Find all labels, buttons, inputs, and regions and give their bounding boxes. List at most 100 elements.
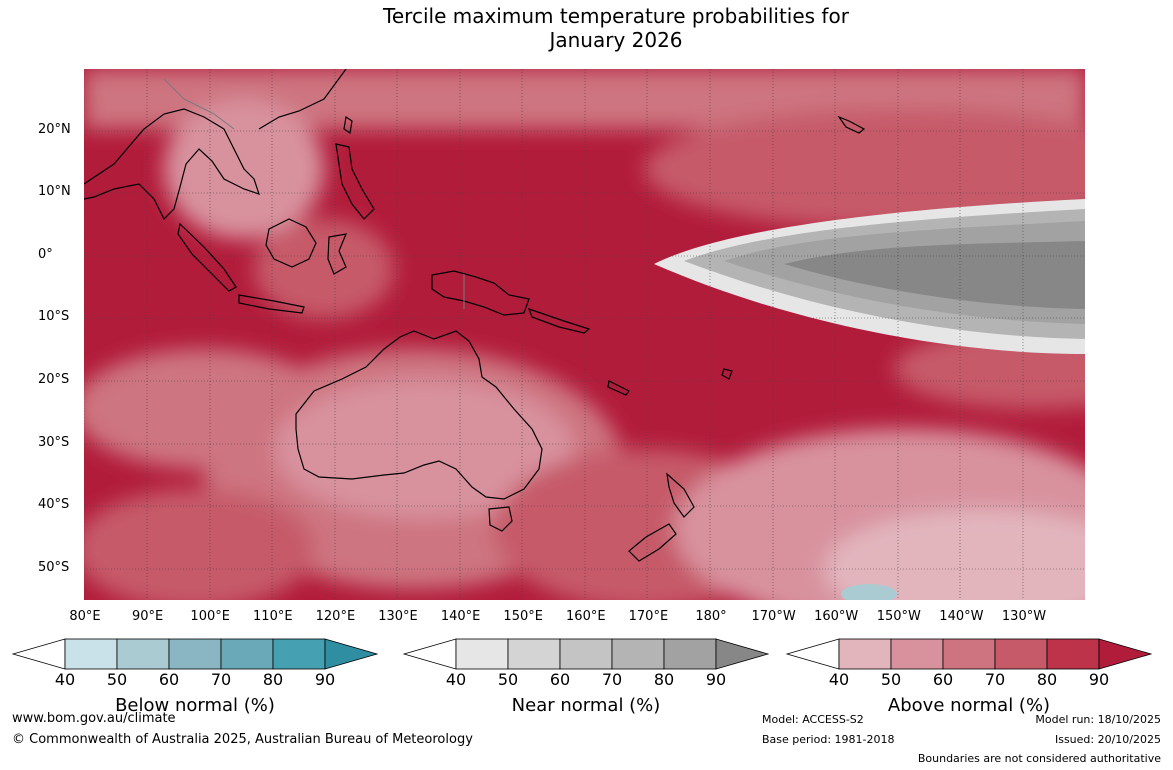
latitude-label: 50°S bbox=[38, 560, 70, 575]
colorbar-tick-label: 50 bbox=[106, 670, 128, 689]
colorbar-segment bbox=[838, 638, 892, 670]
colorbar-extend-high bbox=[324, 638, 378, 670]
colorbar-segment bbox=[455, 638, 509, 670]
model-name: Model: ACCESS-S2 bbox=[762, 713, 864, 726]
coastline-asia bbox=[84, 108, 260, 221]
probability-map bbox=[84, 69, 1085, 600]
colorbar-tick-label: 70 bbox=[210, 670, 232, 689]
colorbar-extend-low bbox=[786, 638, 840, 670]
longitude-label: 150°E bbox=[503, 609, 543, 624]
colorbar-segment bbox=[507, 638, 561, 670]
longitude-label: 180° bbox=[695, 609, 727, 624]
colorbar-segment bbox=[64, 638, 118, 670]
longitude-label: 100°E bbox=[190, 609, 230, 624]
title-line-1: Tercile maximum temperature probabilitie… bbox=[383, 4, 849, 28]
colorbar-tick-label: 70 bbox=[601, 670, 623, 689]
colorbar-tick-label: 60 bbox=[158, 670, 180, 689]
colorbar-segment bbox=[220, 638, 274, 670]
colorbar-label: Near normal (%) bbox=[511, 695, 661, 716]
longitude-label: 150°W bbox=[876, 609, 921, 624]
latitude-label: 20°N bbox=[38, 122, 71, 137]
coastline-australia bbox=[295, 330, 543, 500]
longitude-label: 120°E bbox=[315, 609, 356, 624]
coastline-new-zealand-north bbox=[666, 472, 695, 518]
coastline-asia-north bbox=[258, 69, 347, 130]
coastline-new-caledonia bbox=[607, 380, 630, 396]
colorbar-label: Below normal (%) bbox=[115, 695, 275, 716]
boundary-disclaimer: Boundaries are not considered authoritat… bbox=[917, 752, 1161, 765]
colorbar-extend-high bbox=[1098, 638, 1152, 670]
latitude-label: 0° bbox=[38, 247, 53, 262]
coastline-fiji bbox=[721, 368, 733, 380]
longitude-label: 170°W bbox=[751, 609, 796, 624]
longitude-label: 160°W bbox=[814, 609, 859, 624]
colorbar-extend-low bbox=[403, 638, 457, 670]
longitude-label: 130°W bbox=[1001, 609, 1047, 624]
colorbar-tick-label: 40 bbox=[54, 670, 76, 689]
colorbar-tick-label: 40 bbox=[445, 670, 467, 689]
colorbar-tick-label: 80 bbox=[1036, 670, 1058, 689]
coastline-sumatra bbox=[177, 222, 237, 292]
colorbar-segment bbox=[890, 638, 944, 670]
colorbar-segment bbox=[942, 638, 996, 670]
website-link[interactable]: www.bom.gov.au/climate bbox=[12, 711, 176, 726]
coastline-java bbox=[238, 294, 305, 314]
longitude-label: 140°E bbox=[440, 609, 481, 624]
model-run: Model run: 18/10/2025 bbox=[1035, 713, 1161, 726]
colorbar-segment bbox=[994, 638, 1048, 670]
latitude-label: 10°S bbox=[38, 309, 70, 324]
coastlines bbox=[84, 69, 866, 562]
latitude-label: 40°S bbox=[38, 497, 70, 512]
colorbar-segment bbox=[168, 638, 222, 670]
copyright-notice: © Commonwealth of Australia 2025, Austra… bbox=[12, 732, 473, 747]
colorbar bbox=[786, 638, 1152, 670]
coastline-new-guinea bbox=[431, 270, 530, 316]
colorbar-segment bbox=[1046, 638, 1100, 670]
colorbar-tick-label: 80 bbox=[653, 670, 675, 689]
colorbar-tick-label: 60 bbox=[932, 670, 954, 689]
colorbar-tick-label: 90 bbox=[1088, 670, 1110, 689]
latitude-label: 10°N bbox=[38, 184, 71, 199]
colorbar-segment bbox=[559, 638, 613, 670]
below-normal-shading bbox=[841, 584, 897, 600]
graticule bbox=[84, 69, 1085, 600]
colorbar-segment bbox=[116, 638, 170, 670]
longitude-label: 90°E bbox=[131, 609, 164, 624]
colorbar-extend-high bbox=[715, 638, 769, 670]
near-normal-shading bbox=[654, 199, 1085, 354]
coastline-borneo bbox=[265, 218, 317, 268]
coastline-sulawesi bbox=[327, 233, 347, 275]
colorbar-segment bbox=[663, 638, 717, 670]
latitude-label: 20°S bbox=[38, 372, 70, 387]
coastline-tasmania bbox=[488, 506, 513, 532]
colorbar-tick-label: 50 bbox=[497, 670, 519, 689]
above-normal-shading bbox=[84, 69, 1085, 600]
colorbar-segment bbox=[611, 638, 665, 670]
longitude-label: 170°E bbox=[628, 609, 669, 624]
colorbar-label: Above normal (%) bbox=[887, 695, 1051, 716]
coastline-new-zealand-south bbox=[628, 523, 677, 562]
longitude-label: 80°E bbox=[69, 609, 101, 624]
colorbar-extend-low bbox=[12, 638, 66, 670]
colorbar bbox=[403, 638, 769, 670]
coastline-hawaii bbox=[837, 115, 866, 134]
coastline-solomon bbox=[527, 308, 591, 334]
latitude-label: 30°S bbox=[38, 435, 70, 450]
longitude-label: 160°E bbox=[566, 609, 606, 624]
coastline-taiwan bbox=[343, 115, 353, 135]
colorbar-tick-label: 60 bbox=[549, 670, 571, 689]
colorbar-tick-label: 90 bbox=[705, 670, 727, 689]
colorbar-segment bbox=[272, 638, 326, 670]
base-period: Base period: 1981-2018 bbox=[762, 733, 895, 746]
chart-title: Tercile maximum temperature probabilitie… bbox=[0, 4, 1173, 52]
title-line-2: January 2026 bbox=[549, 28, 683, 52]
colorbar-tick-label: 40 bbox=[828, 670, 850, 689]
longitude-label: 110°E bbox=[253, 609, 293, 624]
colorbar-tick-label: 50 bbox=[880, 670, 902, 689]
longitude-label: 140°W bbox=[939, 609, 984, 624]
longitude-label: 130°E bbox=[378, 609, 418, 624]
issued-date: Issued: 20/10/2025 bbox=[1054, 733, 1161, 746]
colorbar bbox=[12, 638, 378, 670]
colorbar-tick-label: 70 bbox=[984, 670, 1006, 689]
colorbar-tick-label: 90 bbox=[314, 670, 336, 689]
